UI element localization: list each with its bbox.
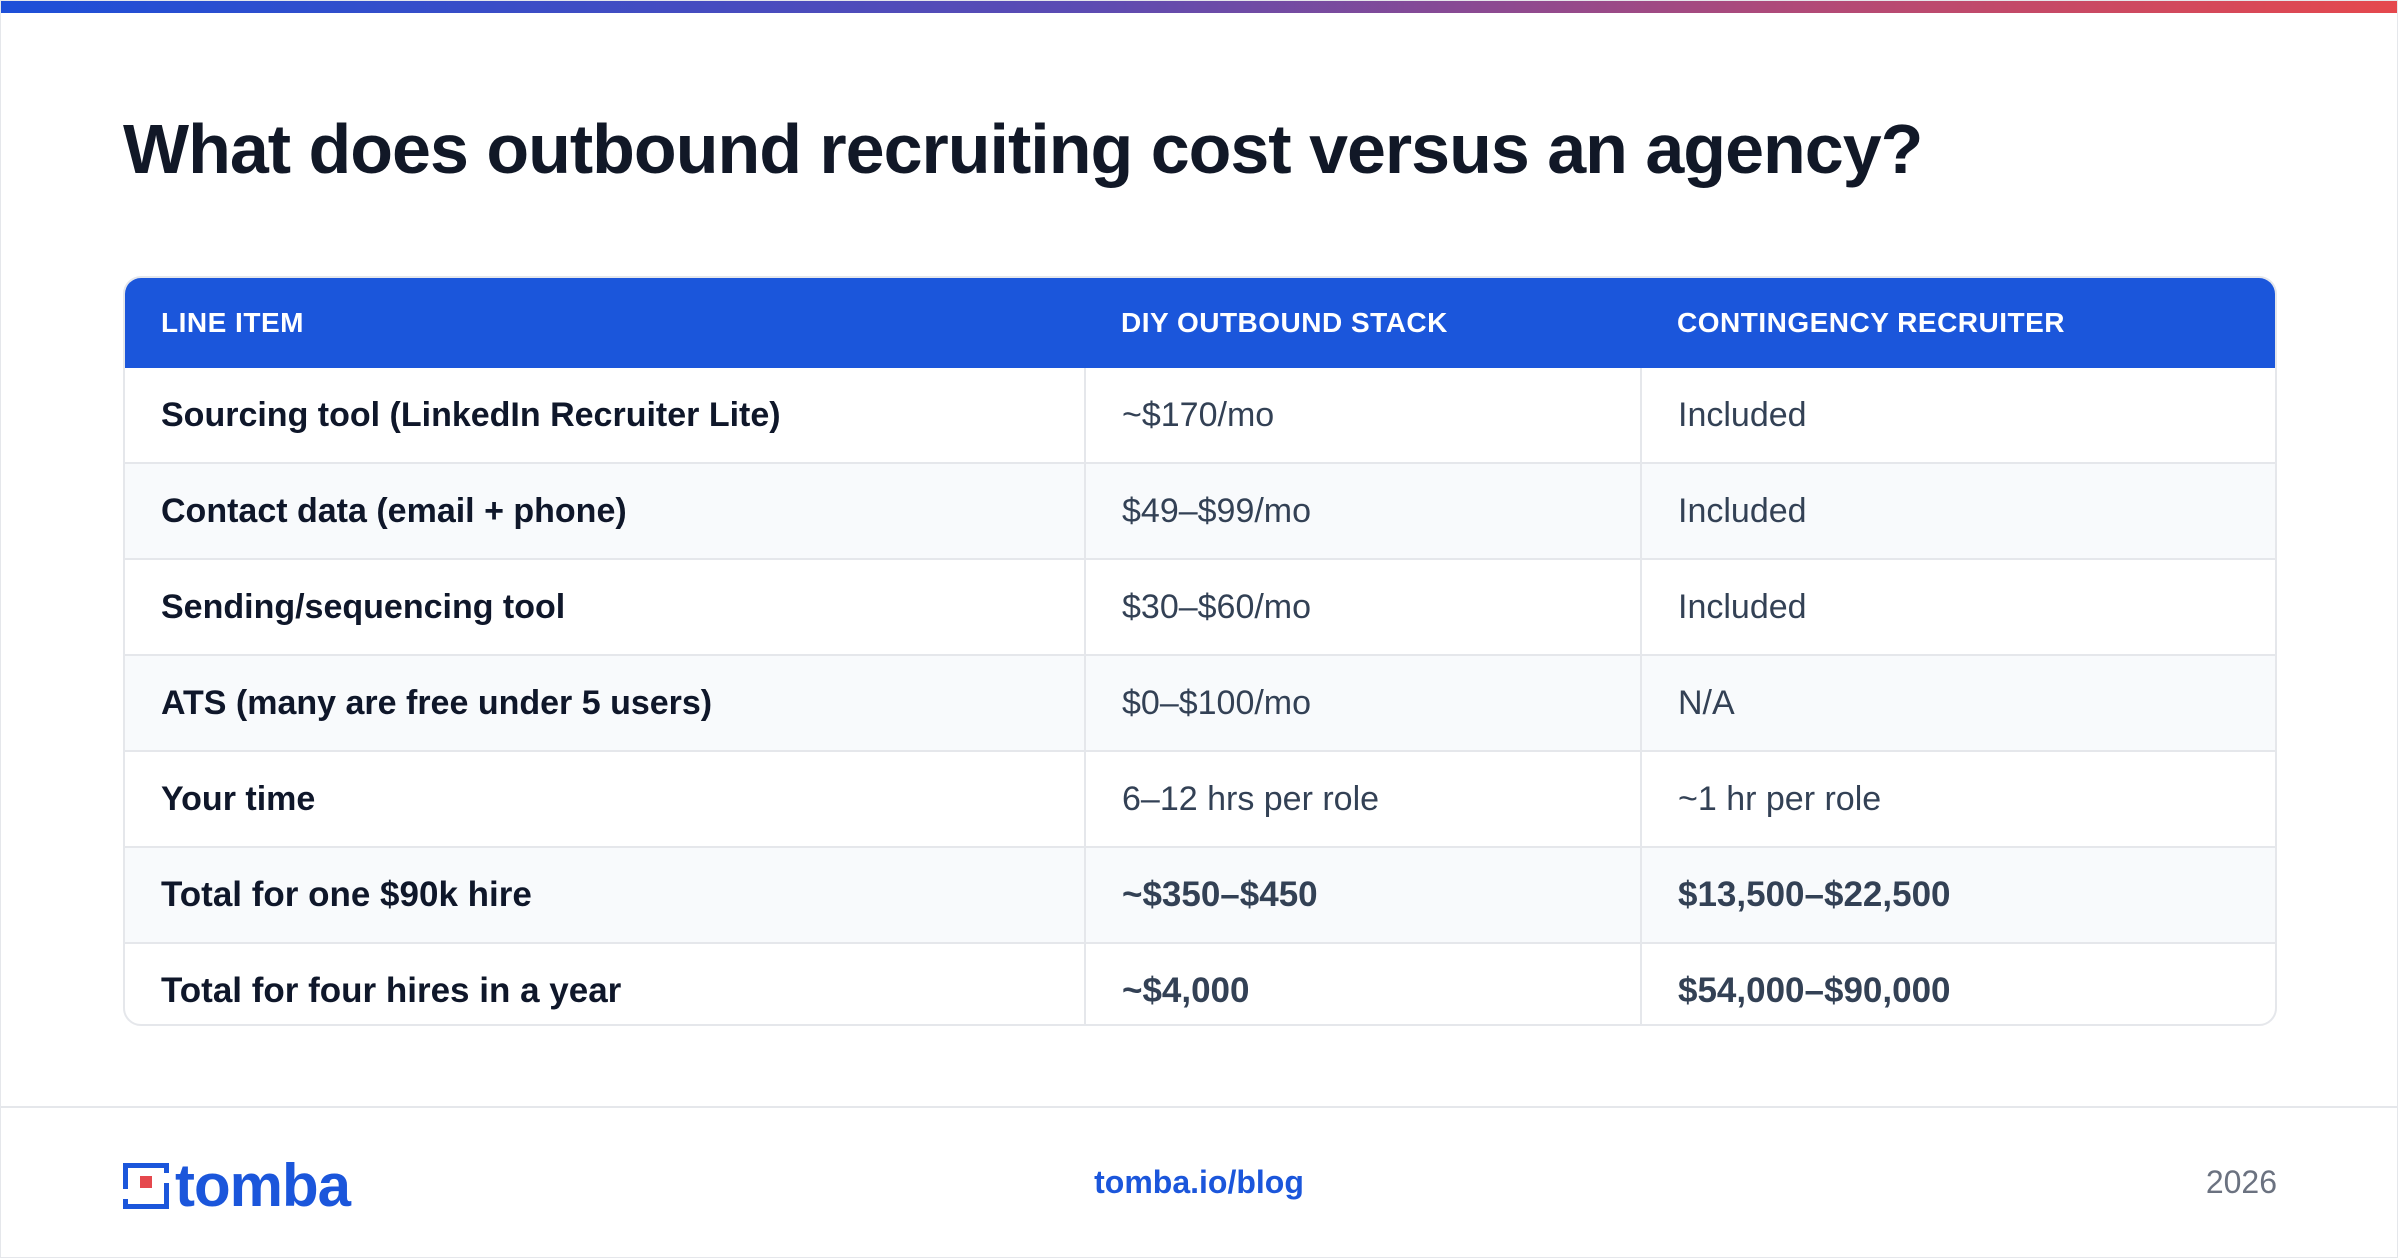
diy-cost-cell: $0–$100/mo: [1084, 654, 1641, 751]
footer-divider: [1, 1106, 2397, 1108]
table-row: ATS (many are free under 5 users) $0–$10…: [125, 654, 2275, 751]
gradient-top-bar: [1, 1, 2397, 13]
line-item-cell: Your time: [125, 750, 1085, 847]
logo-text: tomba: [175, 1152, 351, 1219]
total-row: Total for four hires in a year ~$4,000 $…: [125, 942, 2275, 1024]
table-row: Sourcing tool (LinkedIn Recruiter Lite) …: [125, 368, 2275, 463]
diy-cost-cell: $30–$60/mo: [1084, 558, 1641, 655]
line-item-cell: ATS (many are free under 5 users): [125, 654, 1085, 751]
footer-year: 2026: [2205, 1164, 2277, 1200]
recruiter-cost-cell: Included: [1640, 368, 2275, 463]
page-title: What does outbound recruiting cost versu…: [123, 110, 1923, 188]
diy-cost-cell: 6–12 hrs per role: [1084, 750, 1641, 847]
line-item-cell: Total for one $90k hire: [125, 846, 1085, 943]
recruiter-cost-cell: ~1 hr per role: [1640, 750, 2275, 847]
comparison-table: LINE ITEM DIY OUTBOUND STACK CONTINGENCY…: [125, 278, 2275, 1024]
table-row: Your time 6–12 hrs per role ~1 hr per ro…: [125, 750, 2275, 847]
table-header-row: LINE ITEM DIY OUTBOUND STACK CONTINGENCY…: [125, 278, 2275, 368]
recruiter-cost-cell: Included: [1640, 558, 2275, 655]
blog-link[interactable]: tomba.io/blog: [1094, 1164, 1304, 1200]
total-row: Total for one $90k hire ~$350–$450 $13,5…: [125, 846, 2275, 943]
diy-cost-cell: $49–$99/mo: [1084, 462, 1641, 559]
line-item-cell: Sourcing tool (LinkedIn Recruiter Lite): [161, 395, 781, 434]
line-item-cell: Contact data (email + phone): [125, 462, 1085, 559]
recruiter-cost-cell: N/A: [1640, 654, 2275, 751]
header-diy-outbound-stack: DIY OUTBOUND STACK: [1085, 278, 1641, 368]
recruiter-cost-cell: $54,000–$90,000: [1640, 942, 2275, 1024]
header-contingency-recruiter: CONTINGENCY RECRUITER: [1641, 278, 2275, 368]
tomba-logo[interactable]: tomba: [122, 1152, 351, 1219]
cost-comparison-table: LINE ITEM DIY OUTBOUND STACK CONTINGENCY…: [123, 276, 2277, 1026]
diy-cost-cell: ~$4,000: [1084, 942, 1641, 1024]
diy-cost-cell: ~$170/mo: [1084, 368, 1641, 463]
table-row: Sending/sequencing tool $30–$60/mo Inclu…: [125, 558, 2275, 655]
header-line-item: LINE ITEM: [125, 278, 1085, 368]
line-item-cell: Total for four hires in a year: [125, 942, 1085, 1024]
diy-cost-cell: ~$350–$450: [1084, 846, 1641, 943]
tomba-logo-icon: [122, 1162, 170, 1210]
recruiter-cost-cell: Included: [1640, 462, 2275, 559]
recruiter-cost-cell: $13,500–$22,500: [1640, 846, 2275, 943]
table-row: Contact data (email + phone) $49–$99/mo …: [125, 462, 2275, 559]
line-item-cell: Sending/sequencing tool: [125, 558, 1085, 655]
